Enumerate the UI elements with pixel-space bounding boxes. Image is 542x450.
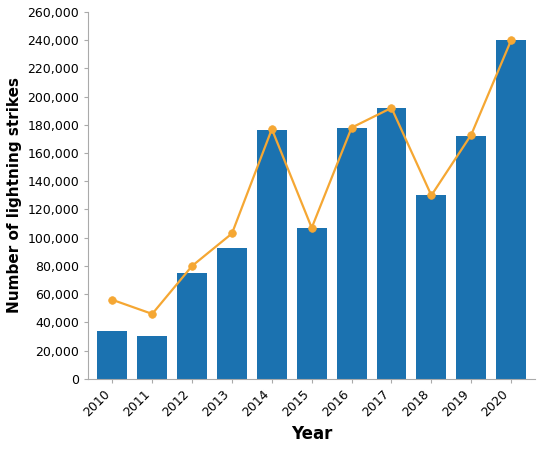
Y-axis label: Number of lightning strikes: Number of lightning strikes xyxy=(7,77,22,313)
Bar xyxy=(98,331,127,379)
Bar xyxy=(377,108,406,379)
Bar xyxy=(297,228,327,379)
Bar xyxy=(337,128,366,379)
Bar xyxy=(416,195,446,379)
Bar xyxy=(137,337,167,379)
Bar xyxy=(217,248,247,379)
Bar xyxy=(496,40,526,379)
Bar xyxy=(257,130,287,379)
Bar xyxy=(177,273,207,379)
Bar xyxy=(456,136,486,379)
X-axis label: Year: Year xyxy=(291,425,332,443)
